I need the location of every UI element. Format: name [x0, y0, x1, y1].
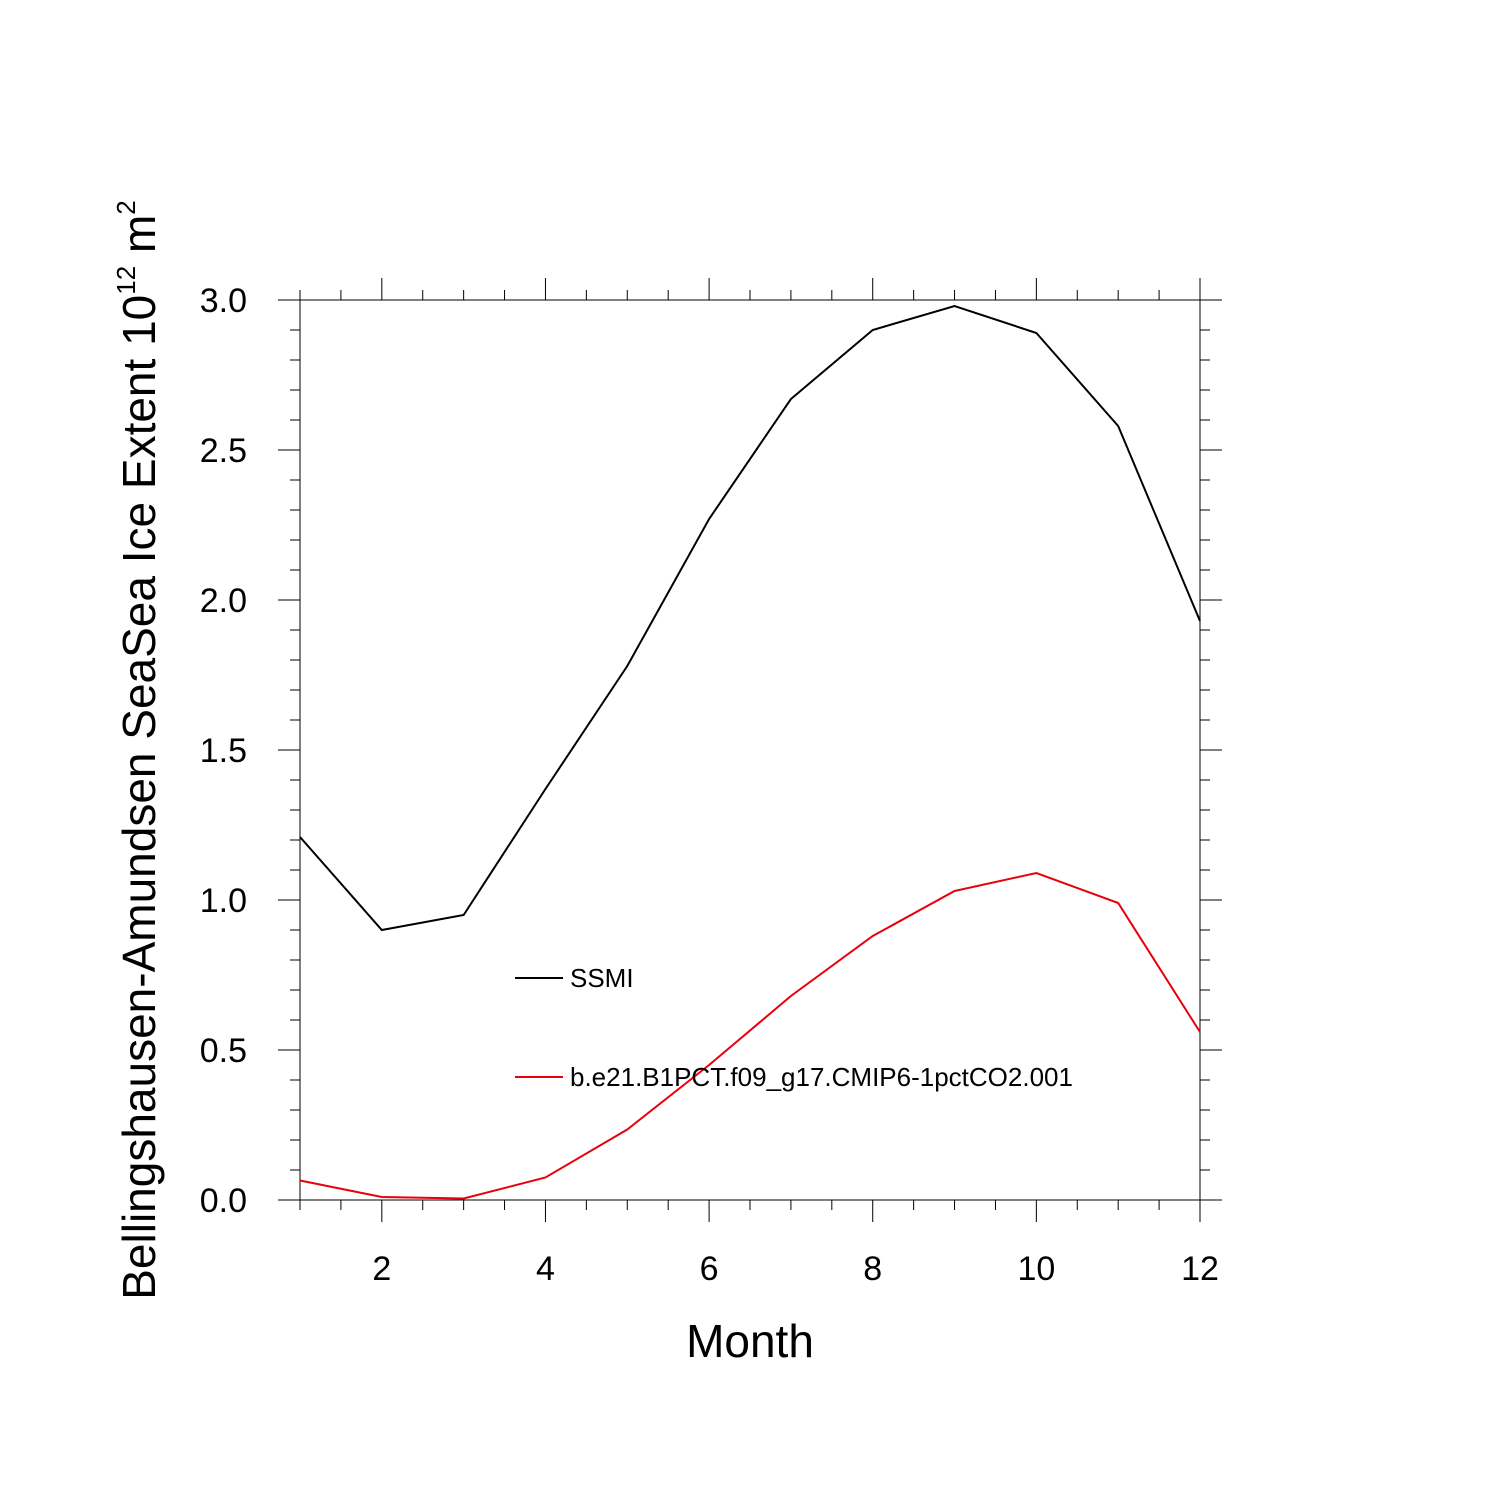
series-line-ssmi	[299, 304, 1201, 932]
y-tick-label: 3.0	[200, 282, 247, 320]
x-tick-label: 6	[700, 1250, 719, 1288]
y-tick-label: 0.5	[200, 1032, 247, 1070]
x-tick-label: 12	[1181, 1250, 1219, 1288]
legend: SSMI b.e21.B1PCT.f09_g17.CMIP6-1pctCO2.0…	[515, 963, 1073, 1092]
y-axis-title: Bellingshausen-Amundsen SeaSea Ice Exten…	[111, 200, 165, 1300]
x-tick-label: 4	[536, 1250, 555, 1288]
ticks-layer	[278, 278, 1222, 1222]
y-axis-title-unit: m	[113, 215, 165, 266]
y-axis-title-exponent: 12	[111, 266, 141, 295]
y-tick-label: 2.0	[200, 582, 247, 620]
y-tick-label: 1.0	[200, 882, 247, 920]
tick-labels-layer: 2 4 6 8 10 12 0.0 0.5 1.0 1.5 2.0 2.5 3.0	[200, 282, 1219, 1288]
x-tick-label: 2	[372, 1250, 391, 1288]
y-axis-title-main: Bellingshausen-Amundsen SeaSea Ice Exten…	[113, 295, 165, 1300]
legend-label-cmip6: b.e21.B1PCT.f09_g17.CMIP6-1pctCO2.001	[570, 1062, 1073, 1092]
series-layer	[299, 304, 1201, 1200]
x-axis-title: Month	[686, 1315, 814, 1367]
y-tick-label: 1.5	[200, 732, 247, 770]
x-tick-label: 10	[1017, 1250, 1055, 1288]
y-tick-label: 2.5	[200, 432, 247, 470]
y-axis-title-unit-exponent: 2	[111, 200, 141, 214]
series-line-cmip6	[299, 871, 1201, 1200]
x-tick-label: 8	[863, 1250, 882, 1288]
legend-label-ssmi: SSMI	[570, 963, 634, 993]
y-tick-label: 0.0	[200, 1182, 247, 1220]
